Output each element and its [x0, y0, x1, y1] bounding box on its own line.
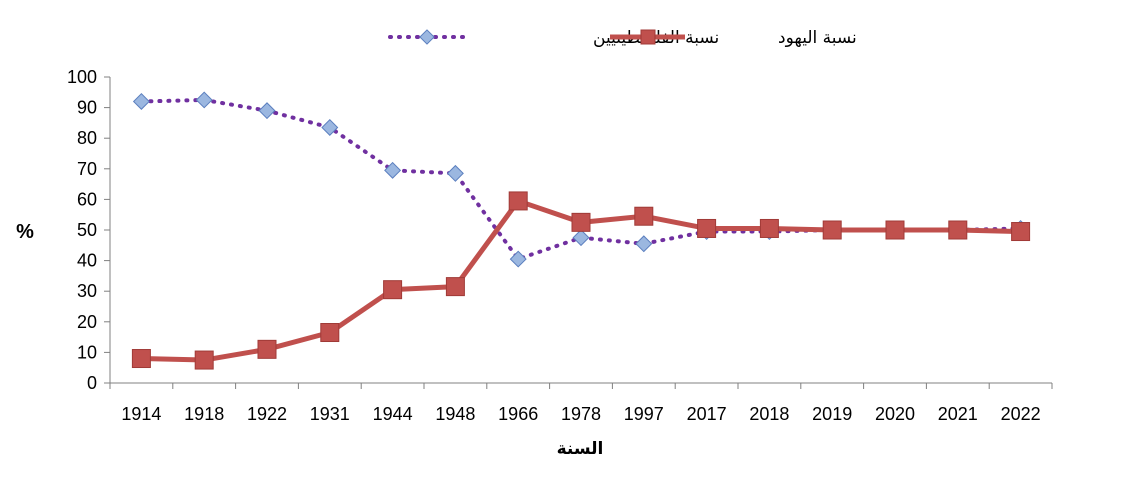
y-tick-label: 20: [77, 312, 97, 332]
point-palestinians: [195, 91, 213, 109]
point-palestinians: [635, 235, 653, 253]
y-tick-label: 100: [67, 67, 97, 87]
series-group: [131, 91, 1031, 370]
x-tick-label: 2020: [875, 404, 915, 424]
x-tick-label: 1918: [184, 404, 224, 424]
x-tick-label: 1997: [624, 404, 664, 424]
y-axis-label: %: [16, 221, 34, 243]
point-jews: [571, 212, 591, 232]
x-tick-label: 2021: [938, 404, 978, 424]
legend-marker-palestinians: [419, 29, 435, 45]
x-tick-label: 1944: [373, 404, 413, 424]
x-tick-label: 2019: [812, 404, 852, 424]
point-jews: [948, 220, 968, 240]
point-jews: [445, 277, 465, 297]
y-tick-label: 50: [77, 220, 97, 240]
x-tick-label: 1948: [435, 404, 475, 424]
y-axis-ticks: 0 10 20 30 40 50 60 70 80 90 100: [67, 67, 110, 393]
point-palestinians: [384, 161, 402, 179]
point-jews: [383, 280, 403, 300]
x-tick-label: 2017: [687, 404, 727, 424]
x-tick-label: 2018: [749, 404, 789, 424]
x-tick-label: 1931: [310, 404, 350, 424]
x-axis-title: السنة: [557, 439, 604, 459]
y-tick-label: 10: [77, 342, 97, 362]
x-tick-label: 2022: [1001, 404, 1041, 424]
point-palestinians: [132, 92, 150, 110]
x-tick-label: 1922: [247, 404, 287, 424]
point-jews: [194, 350, 214, 370]
y-tick-label: 90: [77, 98, 97, 118]
point-jews: [885, 220, 905, 240]
y-tick-label: 40: [77, 251, 97, 271]
x-tick-label: 1914: [121, 404, 161, 424]
x-tick-label: 1966: [498, 404, 538, 424]
point-palestinians: [572, 229, 590, 247]
y-tick-label: 0: [87, 373, 97, 393]
point-jews: [508, 191, 528, 211]
point-palestinians: [258, 102, 276, 120]
y-tick-label: 30: [77, 281, 97, 301]
legend-marker-jews: [640, 29, 656, 45]
point-palestinians: [509, 250, 527, 268]
point-jews: [320, 323, 340, 343]
y-tick-label: 60: [77, 189, 97, 209]
point-jews: [634, 206, 654, 226]
point-jews: [131, 349, 151, 369]
legend-label-jews: نسبة اليهود: [778, 28, 857, 48]
point-jews: [257, 339, 277, 359]
point-palestinians: [446, 164, 464, 182]
x-axis-ticks: 1914 1918 1922 1931 1944 1948 1966 1978 1997 2017…: [109, 383, 1053, 424]
y-tick-label: 80: [77, 128, 97, 148]
point-jews: [1011, 222, 1031, 242]
point-palestinians: [321, 119, 339, 136]
point-jews: [822, 220, 842, 240]
legend: نسبة الفلسطينيين نسبة اليهود: [388, 28, 857, 48]
point-jews: [697, 218, 717, 238]
y-tick-label: 70: [77, 159, 97, 179]
point-jews: [759, 218, 779, 238]
x-tick-label: 1978: [561, 404, 601, 424]
